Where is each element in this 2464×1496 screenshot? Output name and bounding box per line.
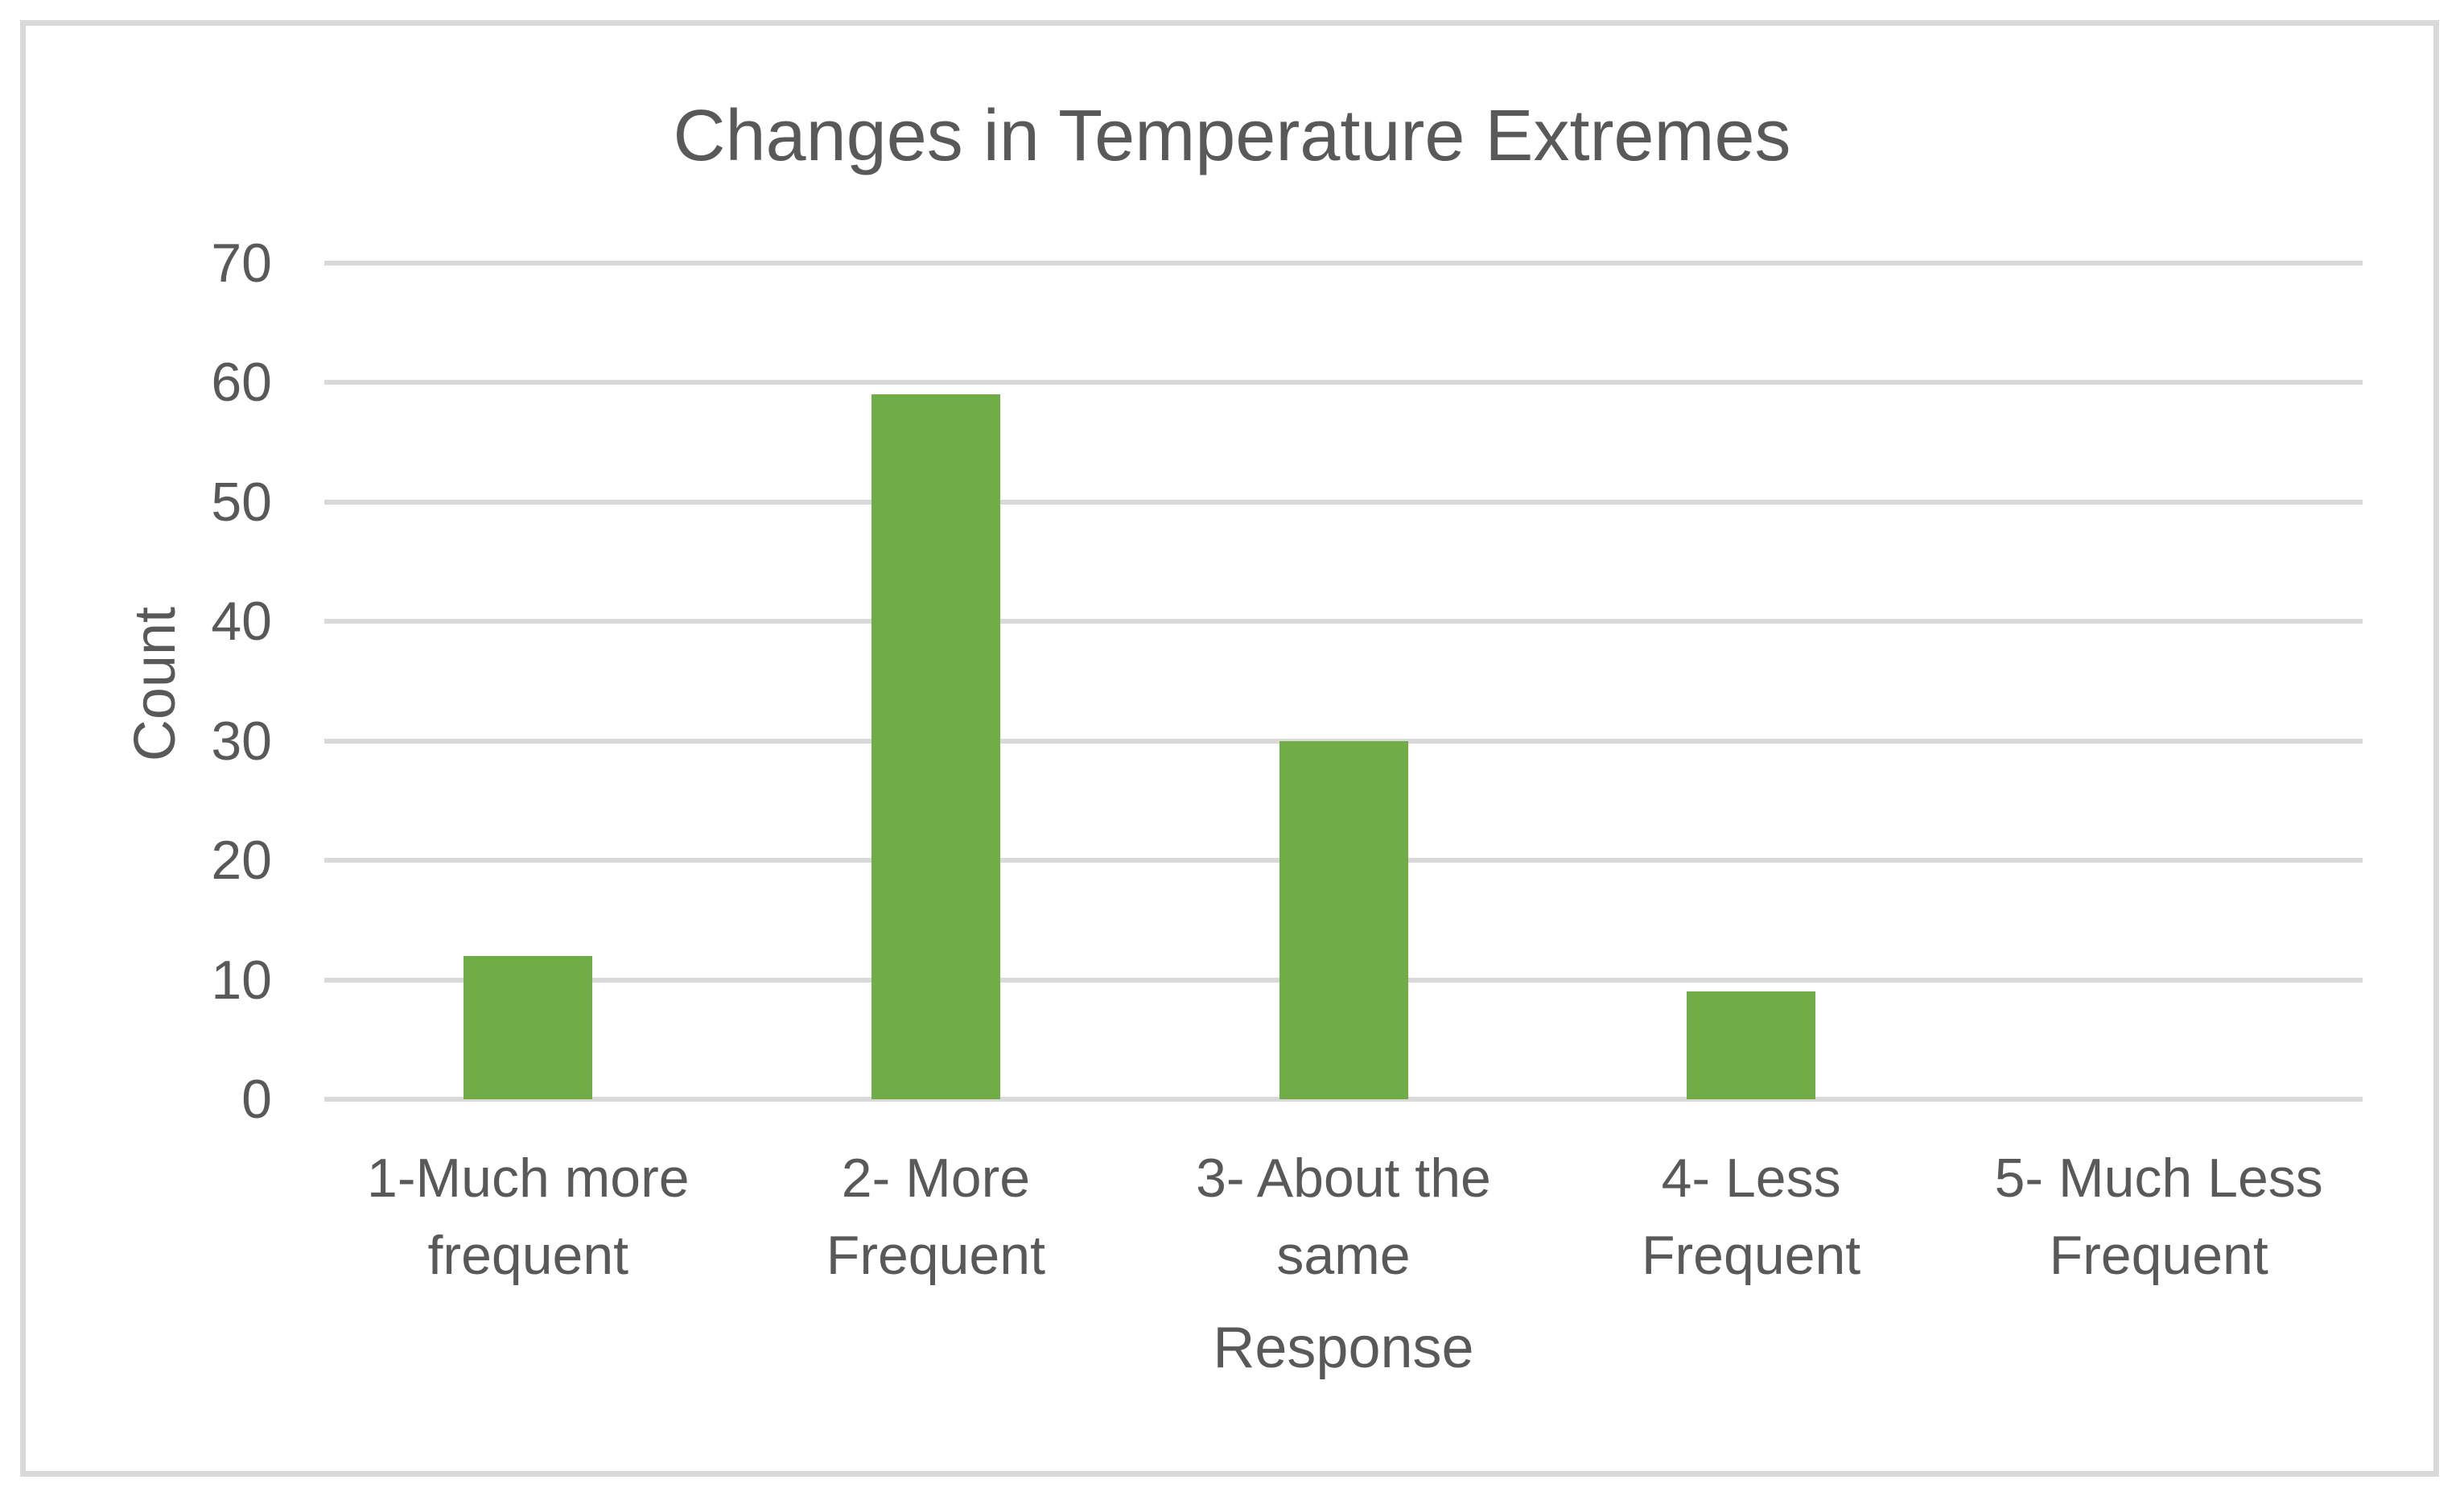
- y-tick-label-10: 10: [211, 949, 272, 1011]
- gridline-y-40: [324, 619, 2363, 624]
- x-tick-label-line: frequent: [427, 1225, 629, 1286]
- x-tick-label-2-more-frequent: 2- More Frequent: [732, 1140, 1140, 1294]
- bar-2-more-frequent: [871, 394, 1000, 1099]
- y-tick-label-0: 0: [241, 1069, 272, 1130]
- chart-frame-border: [20, 20, 2439, 1477]
- y-tick-label-50: 50: [211, 471, 272, 533]
- x-tick-label-4-less-frequent: 4- Less Frequent: [1547, 1140, 1955, 1294]
- y-tick-label-20: 20: [211, 830, 272, 892]
- x-tick-label-line: same: [1276, 1225, 1411, 1286]
- gridline-y-50: [324, 499, 2363, 505]
- x-tick-label-line: 4- Less Frequent: [1642, 1148, 1861, 1286]
- bar-3-about-the-same: [1279, 741, 1408, 1099]
- y-tick-label-60: 60: [211, 352, 272, 414]
- x-tick-label-line: 5- Much Less: [1994, 1148, 2323, 1209]
- x-tick-label-3-about-the-same: 3- About the same: [1139, 1140, 1547, 1294]
- x-tick-label-line: 2- More: [841, 1148, 1031, 1209]
- gridline-y-0: [324, 1097, 2363, 1102]
- bar-4-less-frequent: [1687, 991, 1816, 1099]
- x-tick-label-line: Frequent: [2049, 1225, 2268, 1286]
- y-tick-label-30: 30: [211, 710, 272, 772]
- gridline-y-60: [324, 380, 2363, 385]
- gridline-y-70: [324, 261, 2363, 266]
- x-tick-label-line: 1-Much more: [367, 1148, 690, 1209]
- chart-title: Changes in Temperature Extremes: [673, 96, 1791, 176]
- x-tick-label-1-much-more-frequent: 1-Much more frequent: [324, 1140, 732, 1294]
- y-tick-label-40: 40: [211, 591, 272, 653]
- x-axis-title: Response: [1213, 1316, 1474, 1380]
- y-tick-label-70: 70: [211, 233, 272, 294]
- x-tick-label-5-much-less-frequent: 5- Much Less Frequent: [1955, 1140, 2363, 1294]
- x-tick-label-line: Frequent: [826, 1225, 1045, 1286]
- gridline-y-30: [324, 738, 2363, 744]
- plot-area: [324, 261, 2363, 1102]
- x-tick-label-line: 3- About the: [1196, 1148, 1491, 1209]
- bar-1-much-more-frequent: [464, 956, 593, 1099]
